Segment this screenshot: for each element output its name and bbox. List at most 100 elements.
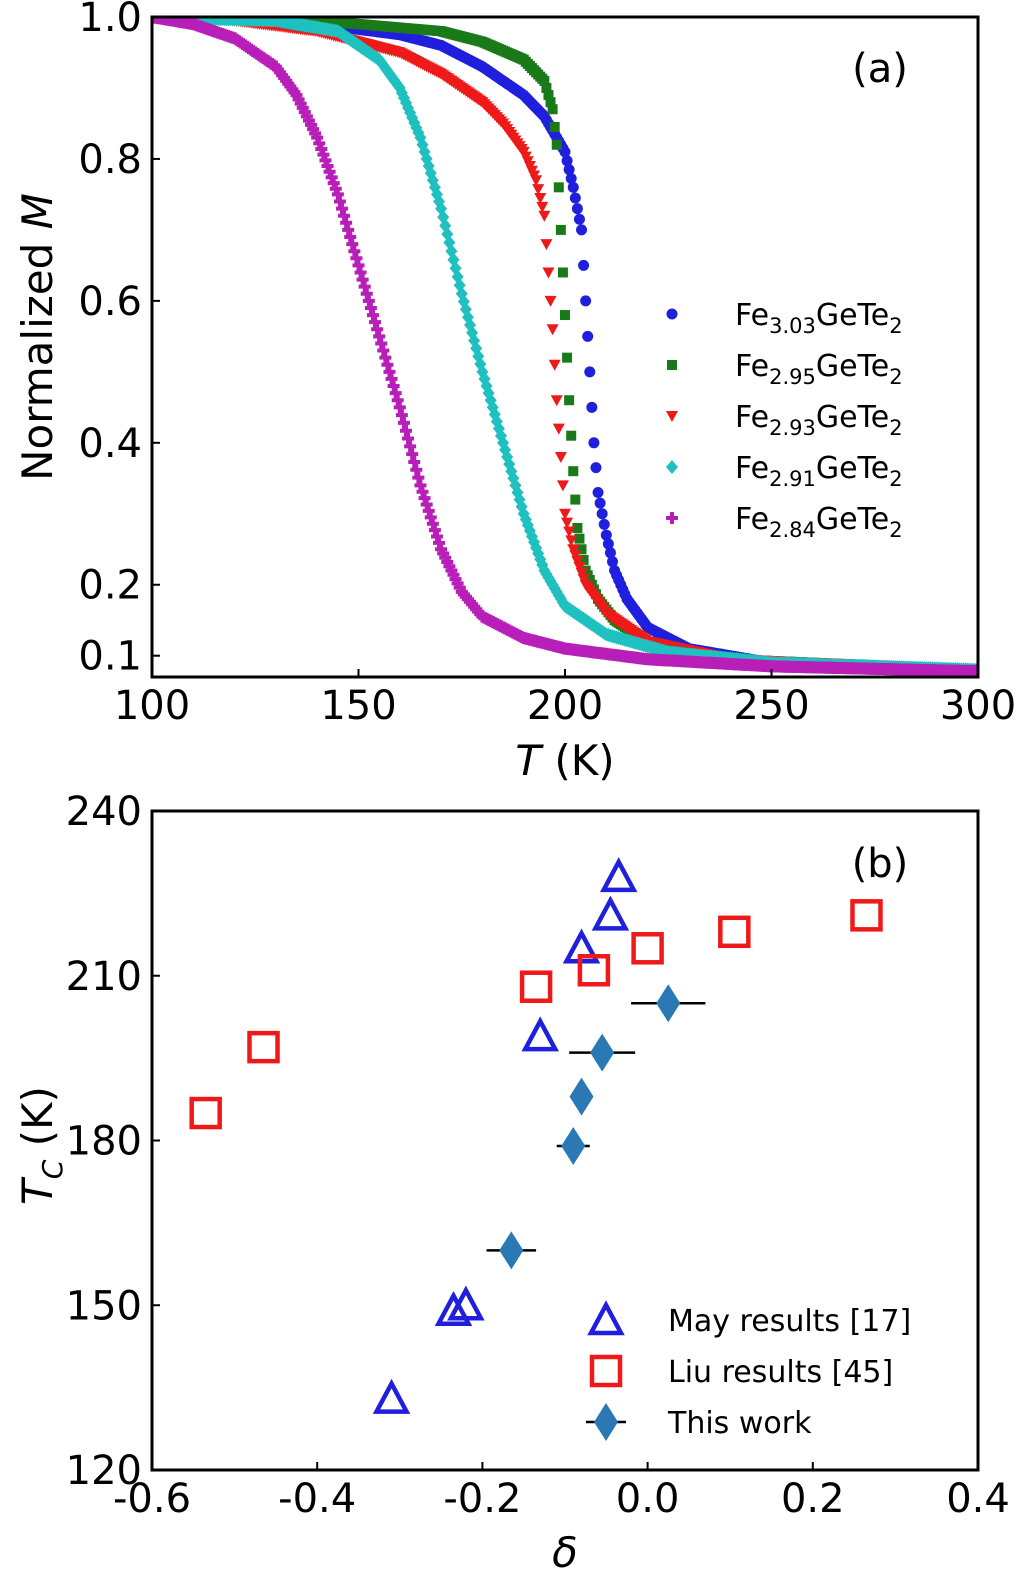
data-point xyxy=(575,567,588,579)
panel-b: -0.6 -0.4 -0.2 0.0 0.2 0.4 120 150 180 210 240 δ TC … xyxy=(13,789,1010,1575)
y-tick-label: 1.0 xyxy=(78,0,142,41)
legend-marker xyxy=(587,1300,625,1336)
y-axis-label: TC (K) xyxy=(13,1086,69,1205)
data-point xyxy=(553,182,564,193)
data-point xyxy=(352,259,365,272)
x-tick-label: -0.4 xyxy=(278,1476,356,1522)
legend-label: Fe3.03GeTe2 xyxy=(735,298,903,338)
data-point xyxy=(972,665,978,677)
legend-marker xyxy=(667,360,677,370)
axes-frame-a xyxy=(150,15,980,679)
legend-label: Fe2.93GeTe2 xyxy=(735,400,903,440)
data-point xyxy=(544,295,557,307)
series-Fe3.03GeTe2 xyxy=(152,17,978,676)
y-tick-label: 0.6 xyxy=(78,279,142,325)
data-point xyxy=(571,556,584,568)
data-point xyxy=(393,401,406,414)
data-point xyxy=(565,535,578,547)
data-point xyxy=(584,366,596,378)
data-point xyxy=(434,1290,473,1326)
y-tick-label: 240 xyxy=(66,789,142,835)
data-point xyxy=(426,517,439,530)
y-tick-label: 0.1 xyxy=(78,634,142,680)
data-point xyxy=(395,409,408,422)
data-point xyxy=(546,324,559,336)
y-tick-label: 0.4 xyxy=(78,421,142,467)
data-point xyxy=(563,164,575,176)
data-point xyxy=(557,267,568,278)
panel-label-a: (a) xyxy=(852,46,908,92)
legend-marker xyxy=(594,1403,618,1441)
plot-area-b xyxy=(189,857,883,1414)
data-point xyxy=(340,216,353,229)
data-point xyxy=(580,295,592,307)
data-point xyxy=(247,1030,280,1064)
data-point xyxy=(592,486,604,498)
y-tick-label: 0.8 xyxy=(78,137,142,183)
panel-label-b: (b) xyxy=(852,841,909,887)
data-point xyxy=(333,195,346,208)
data-point xyxy=(545,97,556,108)
data-point xyxy=(566,430,577,441)
data-point xyxy=(543,90,554,101)
data-point xyxy=(379,351,392,364)
data-point xyxy=(588,437,600,449)
data-point xyxy=(362,294,375,307)
data-point xyxy=(556,480,569,492)
data-point xyxy=(428,524,441,537)
legend-b: May results [17] Liu results [45] This wor… xyxy=(586,1300,911,1441)
x-tick-label: 0.4 xyxy=(946,1476,1010,1522)
data-point xyxy=(521,1016,559,1052)
legend-marker xyxy=(666,512,678,524)
data-point xyxy=(565,172,577,184)
data-point xyxy=(539,75,550,86)
data-point xyxy=(596,508,608,520)
panel-a: 100 150 200 250 300 0.1 0.2 0.4 0.6 0.8 1.0 T (K) No… xyxy=(13,0,1016,785)
data-point xyxy=(532,184,545,196)
data-point xyxy=(718,915,751,949)
data-point xyxy=(416,485,429,498)
data-point xyxy=(599,857,638,893)
data-point xyxy=(538,210,551,222)
data-point xyxy=(412,471,425,484)
data-point xyxy=(381,358,394,371)
data-point xyxy=(547,104,558,115)
x-tick-label: 300 xyxy=(940,683,1016,729)
series-This work xyxy=(486,984,706,1270)
x-tick-label: 150 xyxy=(320,683,396,729)
data-point xyxy=(582,330,594,342)
x-tick-label: 100 xyxy=(114,683,190,729)
x-tick-label: 0.2 xyxy=(781,1476,845,1522)
data-point xyxy=(530,175,543,187)
data-point xyxy=(356,273,369,286)
data-point xyxy=(567,544,580,556)
legend-label: Fe2.84GeTe2 xyxy=(735,502,903,542)
legend-label: Liu results [45] xyxy=(668,1355,893,1390)
data-point xyxy=(350,252,363,265)
data-point xyxy=(577,573,590,585)
data-point xyxy=(656,984,681,1023)
data-point xyxy=(578,554,589,565)
series-Fe2.84GeTe2 xyxy=(152,17,978,677)
data-point xyxy=(541,82,552,93)
data-point xyxy=(555,224,566,235)
y-tick-label: 210 xyxy=(66,954,142,1000)
y-tick-label: 0.2 xyxy=(78,563,142,609)
x-tick-label: -0.2 xyxy=(443,1476,521,1522)
data-point xyxy=(397,416,410,429)
data-point xyxy=(358,280,371,293)
data-point xyxy=(387,380,400,393)
data-point xyxy=(399,424,412,437)
series-Fe2.91GeTe2 xyxy=(152,17,978,677)
x-tick-label: 0.0 xyxy=(616,1476,680,1522)
data-point xyxy=(549,122,560,132)
data-point xyxy=(536,201,549,213)
data-point xyxy=(364,301,377,314)
data-point xyxy=(189,1096,222,1130)
data-point xyxy=(606,556,618,568)
data-point xyxy=(573,562,586,573)
y-tick-label: 120 xyxy=(66,1448,142,1494)
data-point xyxy=(342,223,355,236)
data-point xyxy=(389,387,402,400)
